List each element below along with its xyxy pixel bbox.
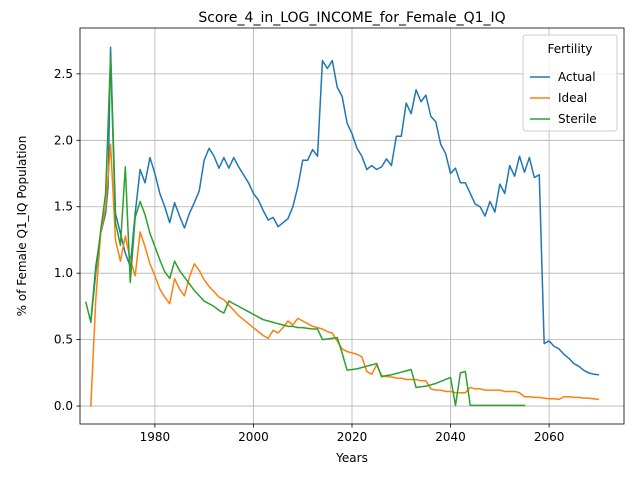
y-tick-label: 1.0 xyxy=(54,266,73,280)
legend-entries: Actual Ideal Sterile xyxy=(530,70,597,126)
x-tick-label: 2060 xyxy=(534,430,565,444)
series-lines xyxy=(85,46,600,407)
x-axis-title: Years xyxy=(335,451,368,465)
y-tick-label: 2.0 xyxy=(54,133,73,147)
y-axis-title: % of Female Q1_IQ Population xyxy=(15,136,29,317)
chart-title: Score_4_in_LOG_INCOME_for_Female_Q1_IQ xyxy=(198,10,505,26)
y-tick-label: 0.5 xyxy=(54,333,73,347)
y-tick-label: 0.0 xyxy=(54,399,73,413)
x-tick-label: 1980 xyxy=(140,430,171,444)
series-line-sterile xyxy=(85,55,526,407)
x-tick-label: 2040 xyxy=(435,430,466,444)
series-line-ideal xyxy=(90,143,600,407)
legend-label-sterile: Sterile xyxy=(558,112,597,126)
legend-label-actual: Actual xyxy=(558,70,596,84)
y-axis-ticks: 0.0 0.5 1.0 1.5 2.0 2.5 xyxy=(54,67,80,413)
x-tick-label: 2000 xyxy=(238,430,269,444)
legend: Fertility Actual Ideal Sterile xyxy=(522,34,618,132)
x-axis-ticks: 1980 2000 2020 2040 2060 xyxy=(140,424,565,444)
y-tick-label: 2.5 xyxy=(54,67,73,81)
x-tick-label: 2020 xyxy=(337,430,368,444)
legend-title: Fertility xyxy=(547,42,592,56)
legend-label-ideal: Ideal xyxy=(558,91,587,105)
series-line-actual xyxy=(90,46,600,376)
legend-box xyxy=(522,34,618,132)
y-tick-label: 1.5 xyxy=(54,200,73,214)
